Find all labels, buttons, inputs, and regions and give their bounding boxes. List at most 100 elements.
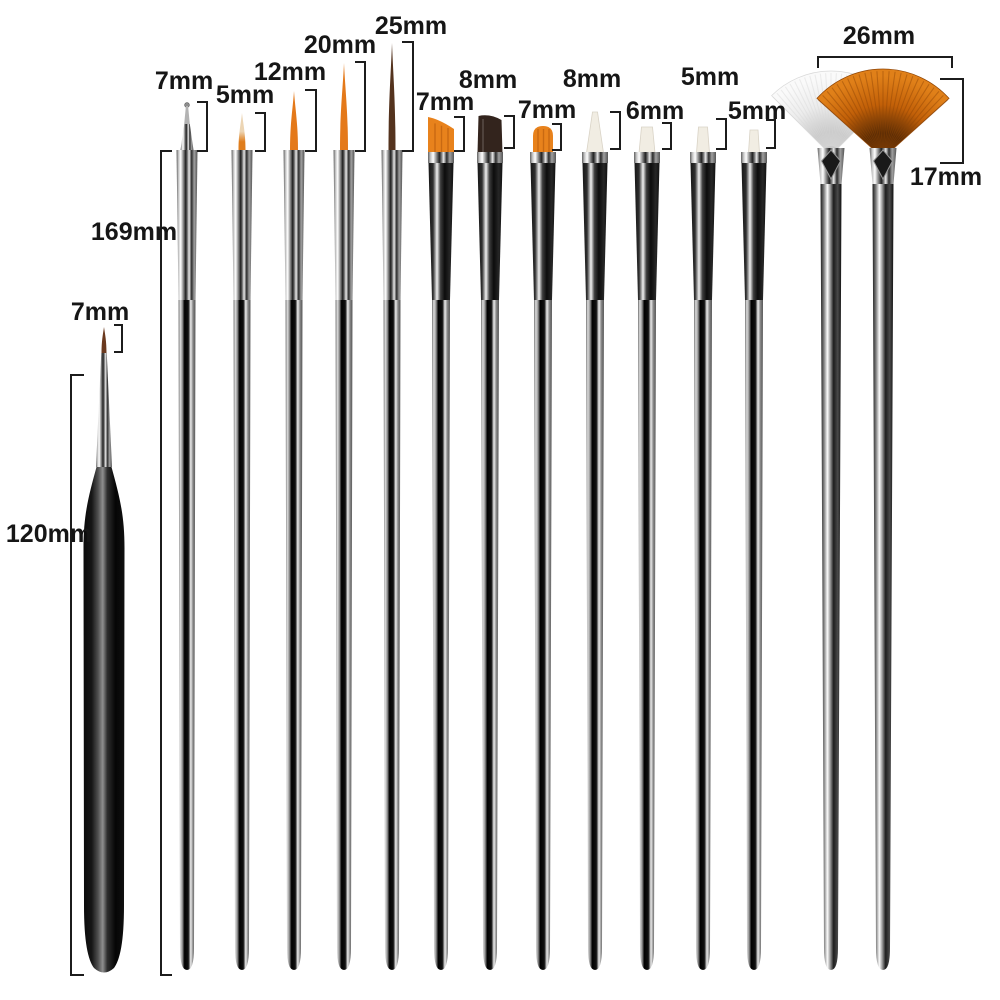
fan-bristle-strand: [789, 83, 827, 148]
dimension-bracket-brush1-tip-7mm: [114, 324, 123, 353]
ferrule-diamond: [820, 149, 842, 181]
bristle-tip: [586, 111, 604, 154]
dimension-bracket-fan-width-26mm: [817, 56, 953, 68]
bristle-tip: [101, 327, 107, 353]
ferrule: [96, 353, 112, 467]
dimension-bracket-angled-7mm: [454, 116, 465, 152]
dotting-pen: [176, 102, 198, 970]
handle: [586, 300, 604, 970]
dimension-label-liner-12mm: 12mm: [254, 58, 326, 86]
ferrule: [530, 163, 556, 300]
ferrule-band: [530, 152, 556, 163]
fan-bristle-strand: [817, 99, 877, 153]
flat-brush-5-small: [741, 129, 767, 970]
liner-long: [333, 63, 355, 970]
dimension-bracket-brush1-length-120mm: [70, 374, 84, 976]
fan-bristle-strand: [809, 75, 830, 147]
ferrule-band: [634, 152, 660, 163]
angled-shader-brush: [428, 117, 454, 970]
ferrule: [477, 163, 503, 300]
handle: [872, 184, 894, 970]
bristle-tip: [428, 117, 454, 153]
handle: [233, 300, 251, 970]
fan-bristle-strand: [772, 96, 825, 149]
handle: [335, 300, 353, 970]
fan-bristle-strand: [776, 92, 826, 149]
handle: [694, 300, 712, 970]
bristle-tip: [388, 43, 396, 150]
liner-medium: [283, 91, 305, 970]
dimension-bracket-liner-5mm: [255, 112, 266, 152]
fan-bristle-strand: [814, 74, 830, 147]
flat-brush-5: [690, 126, 716, 970]
handle: [820, 184, 842, 970]
dimension-label-flat-dark-8mm: 8mm: [459, 66, 517, 94]
fan-bristle-strand: [884, 74, 908, 150]
fan-bristle-strand: [826, 91, 878, 152]
ferrule-diamond: [872, 149, 894, 181]
dimension-bracket-flat-dark-8mm: [504, 115, 515, 149]
dimension-label-dotting-7mm: 7mm: [155, 67, 213, 95]
handle: [745, 300, 763, 970]
dimension-label-brush1-length-120mm: 120mm: [6, 520, 92, 548]
fan-bristle-strand: [886, 78, 919, 151]
dimension-bracket-flat-5mm-small: [766, 119, 776, 149]
fan-bristle-strand: [799, 78, 829, 147]
ferrule-band: [690, 152, 716, 163]
fan-bristle-strand: [804, 77, 829, 147]
dimension-bracket-flat-white-8mm: [610, 111, 621, 150]
bristle-tip: [290, 91, 298, 150]
fan-bristle-strand: [841, 80, 880, 151]
dimension-label-flat-white-8mm: 8mm: [563, 65, 621, 93]
fan-bristle-strand: [883, 71, 890, 150]
dimension-bracket-flat-6mm: [662, 122, 672, 150]
detail-liner: [231, 113, 253, 970]
fan-bristle-strand: [822, 95, 878, 152]
ferrule-band: [428, 152, 454, 163]
ferrule: [428, 163, 454, 300]
ferrule: [231, 150, 253, 300]
fan-bristle-strand: [884, 72, 902, 150]
bristle-tip: [748, 129, 760, 154]
ferrule: [741, 163, 767, 300]
bristle-tip: [696, 126, 710, 154]
ferrule: [333, 150, 355, 300]
ferrule: [381, 150, 403, 300]
fan-bristle-strand: [870, 71, 883, 150]
handle: [432, 300, 450, 970]
handle: [285, 300, 303, 970]
pointed-flat-brush: [582, 111, 608, 970]
dimension-label-fan-width-26mm: 26mm: [843, 22, 915, 50]
fan-bristle-strand: [886, 80, 925, 151]
ferrule: [176, 150, 198, 300]
fan-brush-white: [771, 70, 891, 970]
handle: [178, 300, 196, 970]
handle: [83, 467, 125, 973]
fan-bristle-strand: [888, 91, 940, 152]
flat-shader-brush-dark: [477, 115, 503, 970]
oval-brush: [530, 126, 556, 970]
fan-bristle-strand: [864, 72, 882, 150]
handle: [534, 300, 552, 970]
bristle-tip: [340, 63, 348, 150]
dimension-bracket-liner-25mm: [402, 41, 414, 152]
dimension-label-angled-7mm: 7mm: [416, 88, 474, 116]
dimension-bracket-liner-20mm: [355, 61, 366, 152]
ferrule: [283, 150, 305, 300]
fan-bristles: [816, 68, 950, 159]
dimension-label-brush1-tip-7mm: 7mm: [71, 298, 129, 326]
bristle-tip: [477, 115, 503, 153]
fan-bristle-strand: [847, 78, 880, 151]
handle: [383, 300, 401, 970]
fan-bristle-strand: [852, 76, 881, 150]
ferrule-band: [477, 152, 503, 163]
flat-brush-6: [634, 126, 660, 970]
dimension-bracket-dotting-7mm: [197, 101, 208, 152]
dimension-bracket-flat-5mm: [716, 118, 727, 150]
liner-extra-long: [381, 43, 403, 970]
dimension-label-flat-6mm: 6mm: [626, 97, 684, 125]
fan-bristle-strand: [887, 87, 935, 152]
